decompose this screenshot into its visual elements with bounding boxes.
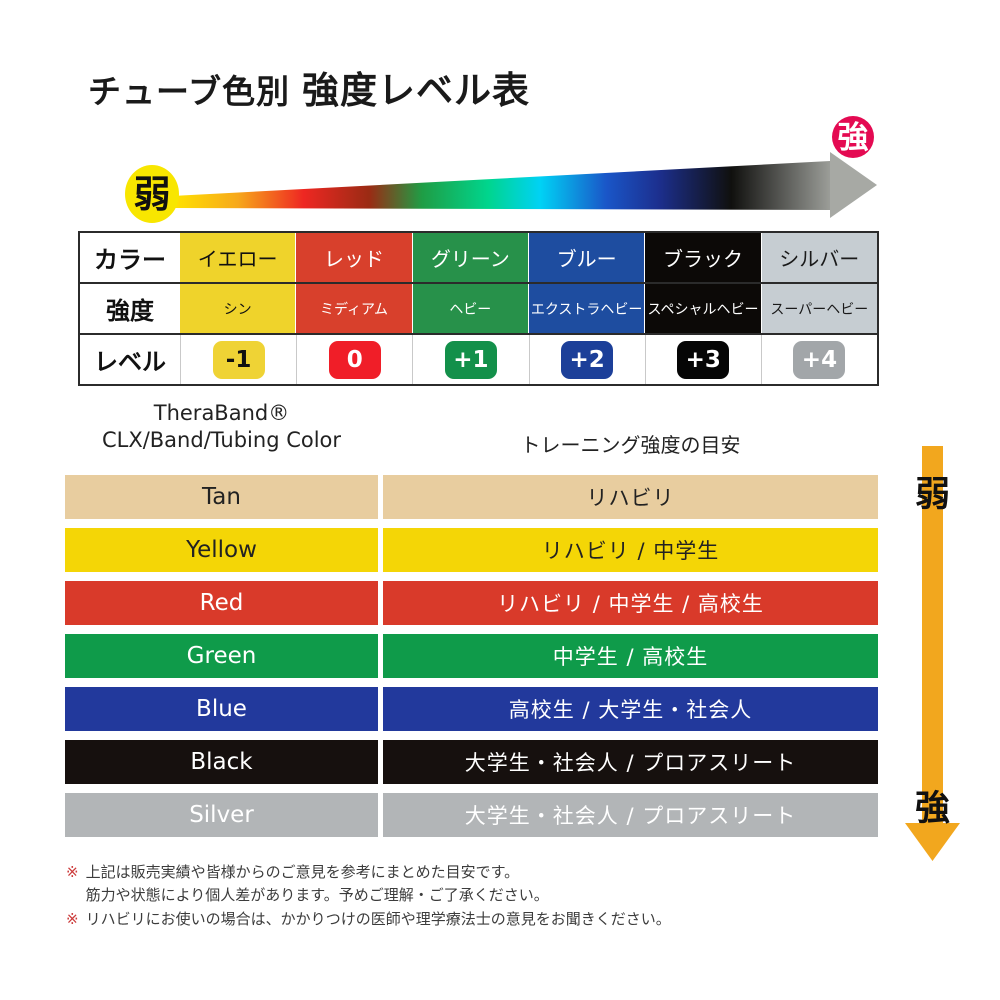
- level-cell-yellow: -1: [180, 335, 297, 384]
- row-header-strength: 強度: [80, 284, 180, 333]
- strength-cell-silver: スーパーヘビー: [760, 284, 877, 333]
- strength-cell-blue: エクストラヘビー: [527, 284, 645, 333]
- level-badge: +1: [444, 340, 497, 379]
- side-strong-label: 強: [915, 789, 950, 829]
- usage-cell: 大学生・社会人 / プロアスリート: [383, 740, 878, 784]
- footnote-1: ※ 上記は販売実績や皆様からのご意見を参考にまとめた目安です。 筋力や状態により…: [66, 861, 906, 907]
- footnote-2: ※ リハビリにお使いの場合は、かかりつけの医師や理学療法士の意見をお聞きください…: [66, 908, 906, 931]
- weak-badge: [125, 165, 179, 223]
- color-name-cell: Yellow: [65, 528, 378, 572]
- table-row-color: カラー イエロー レッド グリーン ブルー ブラック シルバー: [80, 233, 877, 284]
- level-cell-green: +1: [412, 335, 529, 384]
- usage-cell: リハビリ: [383, 475, 878, 519]
- table-row-yellow: Yellow リハビリ / 中学生: [65, 528, 878, 572]
- table-row-strength: 強度 シン ミディアム ヘビー エクストラヘビー スペシャルヘビー スーパーヘビ…: [80, 284, 877, 335]
- color-name-cell: Green: [65, 634, 378, 678]
- footnotes: ※ 上記は販売実績や皆様からのご意見を参考にまとめた目安です。 筋力や状態により…: [66, 861, 906, 932]
- color-name-cell: Blue: [65, 687, 378, 731]
- level-cell-silver: +4: [760, 335, 878, 384]
- strength-direction-arrow: 弱 強: [905, 446, 960, 861]
- usage-cell: 大学生・社会人 / プロアスリート: [383, 793, 878, 837]
- color-name-cell: Silver: [65, 793, 378, 837]
- table-row-silver: Silver 大学生・社会人 / プロアスリート: [65, 793, 878, 837]
- footnote-line: 筋力や状態により個人差があります。予めご理解・ご了承ください。: [85, 886, 549, 904]
- footnote-line: リハビリにお使いの場合は、かかりつけの医師や理学療法士の意見をお聞きください。: [85, 910, 671, 928]
- level-cell-red: 0: [296, 335, 413, 384]
- color-cell-green: グリーン: [411, 233, 528, 282]
- table-row-blue: Blue 高校生 / 大学生・社会人: [65, 687, 878, 731]
- strength-cell-green: ヘビー: [411, 284, 528, 333]
- table-row-black: Black 大学生・社会人 / プロアスリート: [65, 740, 878, 784]
- level-badge: +4: [793, 340, 846, 379]
- level-badge: +3: [677, 340, 730, 379]
- strength-cell-black: スペシャルヘビー: [644, 284, 761, 333]
- color-name-cell: Black: [65, 740, 378, 784]
- weak-label: 弱: [134, 173, 171, 216]
- table-row-green: Green 中学生 / 高校生: [65, 634, 878, 678]
- arrowhead-down-icon: [905, 823, 960, 861]
- color-cell-red: レッド: [295, 233, 412, 282]
- color-cell-silver: シルバー: [760, 233, 877, 282]
- table-row-red: Red リハビリ / 中学生 / 高校生: [65, 581, 878, 625]
- table-row-tan: Tan リハビリ: [65, 475, 878, 519]
- title-part1: チューブ色別: [88, 72, 291, 111]
- strength-cell-red: ミディアム: [295, 284, 412, 333]
- level-cell-black: +3: [644, 335, 761, 384]
- color-cell-yellow: イエロー: [180, 233, 296, 282]
- level-badge: -1: [212, 340, 265, 379]
- row-header-color: カラー: [80, 233, 180, 282]
- usage-cell: 高校生 / 大学生・社会人: [383, 687, 878, 731]
- gradient-wedge: [172, 161, 830, 210]
- usage-cell: リハビリ / 中学生: [383, 528, 878, 572]
- asterisk-icon: ※: [66, 863, 79, 881]
- strong-badge: [832, 116, 874, 158]
- color-cell-black: ブラック: [644, 233, 761, 282]
- color-name-cell: Red: [65, 581, 378, 625]
- footnote-line: 上記は販売実績や皆様からのご意見を参考にまとめた目安です。: [85, 863, 520, 881]
- level-badge: 0: [328, 340, 381, 379]
- page-title: チューブ色別 強度レベル表: [88, 60, 530, 114]
- training-intensity-header: トレーニング強度の目安: [520, 433, 741, 457]
- theraband-subtitle: CLX/Band/Tubing Color: [101, 428, 342, 452]
- strength-gradient-arrow: 弱 強: [125, 116, 877, 223]
- arrowhead-right-icon: [830, 152, 877, 218]
- color-usage-table: Tan リハビリ Yellow リハビリ / 中学生 Red リハビリ / 中学…: [65, 475, 878, 846]
- strength-cell-yellow: シン: [180, 284, 296, 333]
- theraband-column-header: TheraBand® CLX/Band/Tubing Color: [65, 400, 378, 454]
- color-name-cell: Tan: [65, 475, 378, 519]
- color-cell-blue: ブルー: [527, 233, 645, 282]
- strong-label: 強: [838, 120, 869, 156]
- asterisk-icon: ※: [66, 910, 79, 928]
- level-badge: +2: [561, 340, 614, 379]
- level-cell-blue: +2: [528, 335, 645, 384]
- table-row-level: レベル -1 0 +1 +2 +3 +4: [80, 335, 878, 384]
- side-weak-label: 弱: [915, 475, 950, 515]
- usage-cell: リハビリ / 中学生 / 高校生: [383, 581, 878, 625]
- row-header-level: レベル: [80, 335, 180, 384]
- usage-cell: 中学生 / 高校生: [383, 634, 878, 678]
- title-part2: 強度レベル表: [302, 69, 531, 112]
- arrow-shaft: [922, 446, 943, 823]
- strength-level-table: カラー イエロー レッド グリーン ブルー ブラック シルバー 強度 シン ミデ…: [78, 231, 879, 386]
- theraband-brand: TheraBand®: [153, 401, 290, 425]
